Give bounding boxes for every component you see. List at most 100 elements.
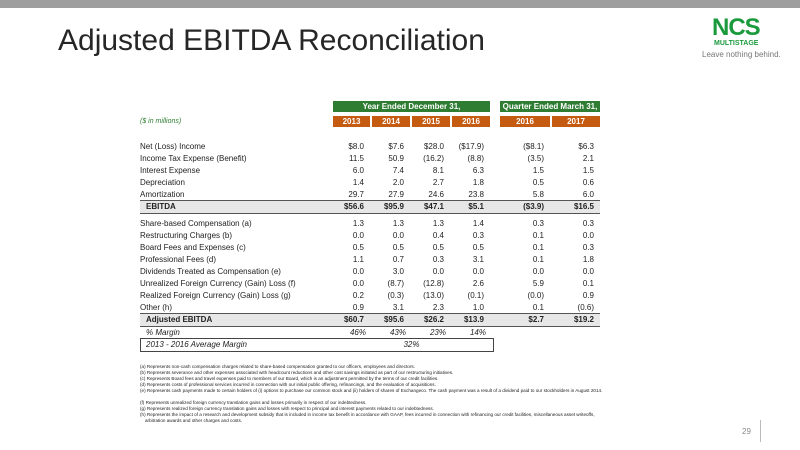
- logo-tagline: Leave nothing behind.: [702, 50, 781, 59]
- cell-value: 7.4: [392, 166, 404, 175]
- cell-value: ($3.9): [523, 202, 544, 211]
- column-header: 2015: [412, 116, 450, 127]
- cell-value: 0.0: [392, 231, 404, 240]
- cell-value: $5.1: [468, 202, 484, 211]
- footnote: (f) Represents unrealized foreign curren…: [140, 400, 367, 405]
- cell-value: 1.0: [472, 303, 484, 312]
- cell-value: ($8.1): [523, 142, 544, 151]
- cell-value: 0.5: [352, 243, 364, 252]
- cell-value: 0.4: [432, 231, 444, 240]
- cell-value: 1.5: [532, 166, 544, 175]
- row-label: Income Tax Expense (Benefit): [140, 154, 247, 163]
- top-bar: [0, 0, 800, 8]
- cell-value: 0.3: [582, 219, 594, 228]
- cell-value: 0.0: [532, 267, 544, 276]
- cell-value: 24.6: [428, 190, 444, 199]
- row-label: Adjusted EBITDA: [146, 315, 213, 324]
- cell-value: $13.9: [463, 315, 484, 324]
- units: ($ in millions): [140, 118, 182, 125]
- cell-value: 0.5: [472, 243, 484, 252]
- cell-value: 0.0: [582, 231, 594, 240]
- cell-value: 1.1: [352, 255, 364, 264]
- row-label: Realized Foreign Currency (Gain) Loss (g…: [140, 291, 291, 300]
- row-label: Dividends Treated as Compensation (e): [140, 267, 281, 276]
- footnote: (c) Represents Board fees and travel exp…: [140, 376, 439, 381]
- page-divider: [760, 420, 761, 442]
- cell-value: 1.8: [472, 178, 484, 187]
- logo-name: NCS: [712, 14, 761, 41]
- cell-value: 2.6: [472, 279, 484, 288]
- cell-value: 0.0: [432, 267, 444, 276]
- cell-value: 14%: [469, 328, 486, 337]
- cell-value: (0.3): [387, 291, 404, 300]
- cell-value: 0.1: [532, 303, 544, 312]
- cell-value: $56.6: [343, 202, 364, 211]
- cell-value: $7.6: [388, 142, 404, 151]
- footnote: (a) Represents non-cash compensation cha…: [140, 364, 415, 369]
- row-label: Other (h): [140, 303, 173, 312]
- row-label: Depreciation: [140, 178, 185, 187]
- cell-value: 0.0: [352, 267, 364, 276]
- cell-value: 2.7: [432, 178, 444, 187]
- cell-value: (13.0): [423, 291, 444, 300]
- cell-value: 1.4: [352, 178, 364, 187]
- cell-value: $28.0: [423, 142, 444, 151]
- row-label: Net (Loss) Income: [140, 142, 206, 151]
- cell-value: (0.1): [467, 291, 484, 300]
- cell-value: (8.8): [467, 154, 484, 163]
- cell-value: 46%: [349, 328, 366, 337]
- footnote: (b) Represents severance and other expen…: [140, 370, 454, 375]
- cell-value: 0.7: [392, 255, 404, 264]
- row-label: % Margin: [146, 328, 180, 337]
- cell-value: 0.5: [392, 243, 404, 252]
- column-header: 2016: [452, 116, 490, 127]
- row-label: Interest Expense: [140, 166, 201, 175]
- cell-value: $60.7: [343, 315, 364, 324]
- cell-value: 3.0: [392, 267, 404, 276]
- cell-value: 27.9: [388, 190, 404, 199]
- cell-value: 0.9: [582, 291, 594, 300]
- cell-value: $16.5: [573, 202, 594, 211]
- column-header: 2014: [372, 116, 410, 127]
- row-label: Unrealized Foreign Currency (Gain) Loss …: [140, 279, 296, 288]
- cell-value: 6.3: [472, 166, 484, 175]
- cell-value: 50.9: [388, 154, 404, 163]
- cell-value: 3.1: [392, 303, 404, 312]
- group-header: Year Ended December 31,: [333, 101, 490, 112]
- cell-value: 0.0: [582, 267, 594, 276]
- cell-value: 1.3: [432, 219, 444, 228]
- cell-value: 29.7: [348, 190, 364, 199]
- total-band: [140, 313, 600, 327]
- row-label: EBITDA: [146, 202, 176, 211]
- row-label: Board Fees and Expenses (c): [140, 243, 246, 252]
- cell-value: 2.1: [582, 154, 594, 163]
- cell-value: 0.1: [582, 279, 594, 288]
- cell-value: $95.6: [383, 315, 404, 324]
- row-label: Professional Fees (d): [140, 255, 217, 264]
- cell-value: (0.6): [577, 303, 594, 312]
- average-value: 32%: [403, 340, 420, 349]
- average-label: 2013 - 2016 Average Margin: [146, 340, 247, 349]
- footnote: (h) Represents the impact of a research …: [140, 412, 595, 423]
- cell-value: (16.2): [423, 154, 444, 163]
- cell-value: 0.1: [532, 231, 544, 240]
- row-label: Restructuring Charges (b): [140, 231, 233, 240]
- cell-value: 5.8: [532, 190, 544, 199]
- cell-value: 0.1: [532, 243, 544, 252]
- column-header: 2016: [500, 116, 550, 127]
- cell-value: 0.2: [352, 291, 364, 300]
- cell-value: (0.0): [527, 291, 544, 300]
- cell-value: 0.5: [432, 243, 444, 252]
- cell-value: 0.5: [532, 178, 544, 187]
- cell-value: 2.3: [432, 303, 444, 312]
- cell-value: (12.8): [423, 279, 444, 288]
- cell-value: 43%: [389, 328, 406, 337]
- cell-value: 1.5: [582, 166, 594, 175]
- cell-value: ($17.9): [458, 142, 484, 151]
- page-number: 29: [742, 427, 751, 436]
- cell-value: 0.3: [432, 255, 444, 264]
- cell-value: 0.1: [532, 255, 544, 264]
- cell-value: 1.3: [392, 219, 404, 228]
- cell-value: 3.1: [472, 255, 484, 264]
